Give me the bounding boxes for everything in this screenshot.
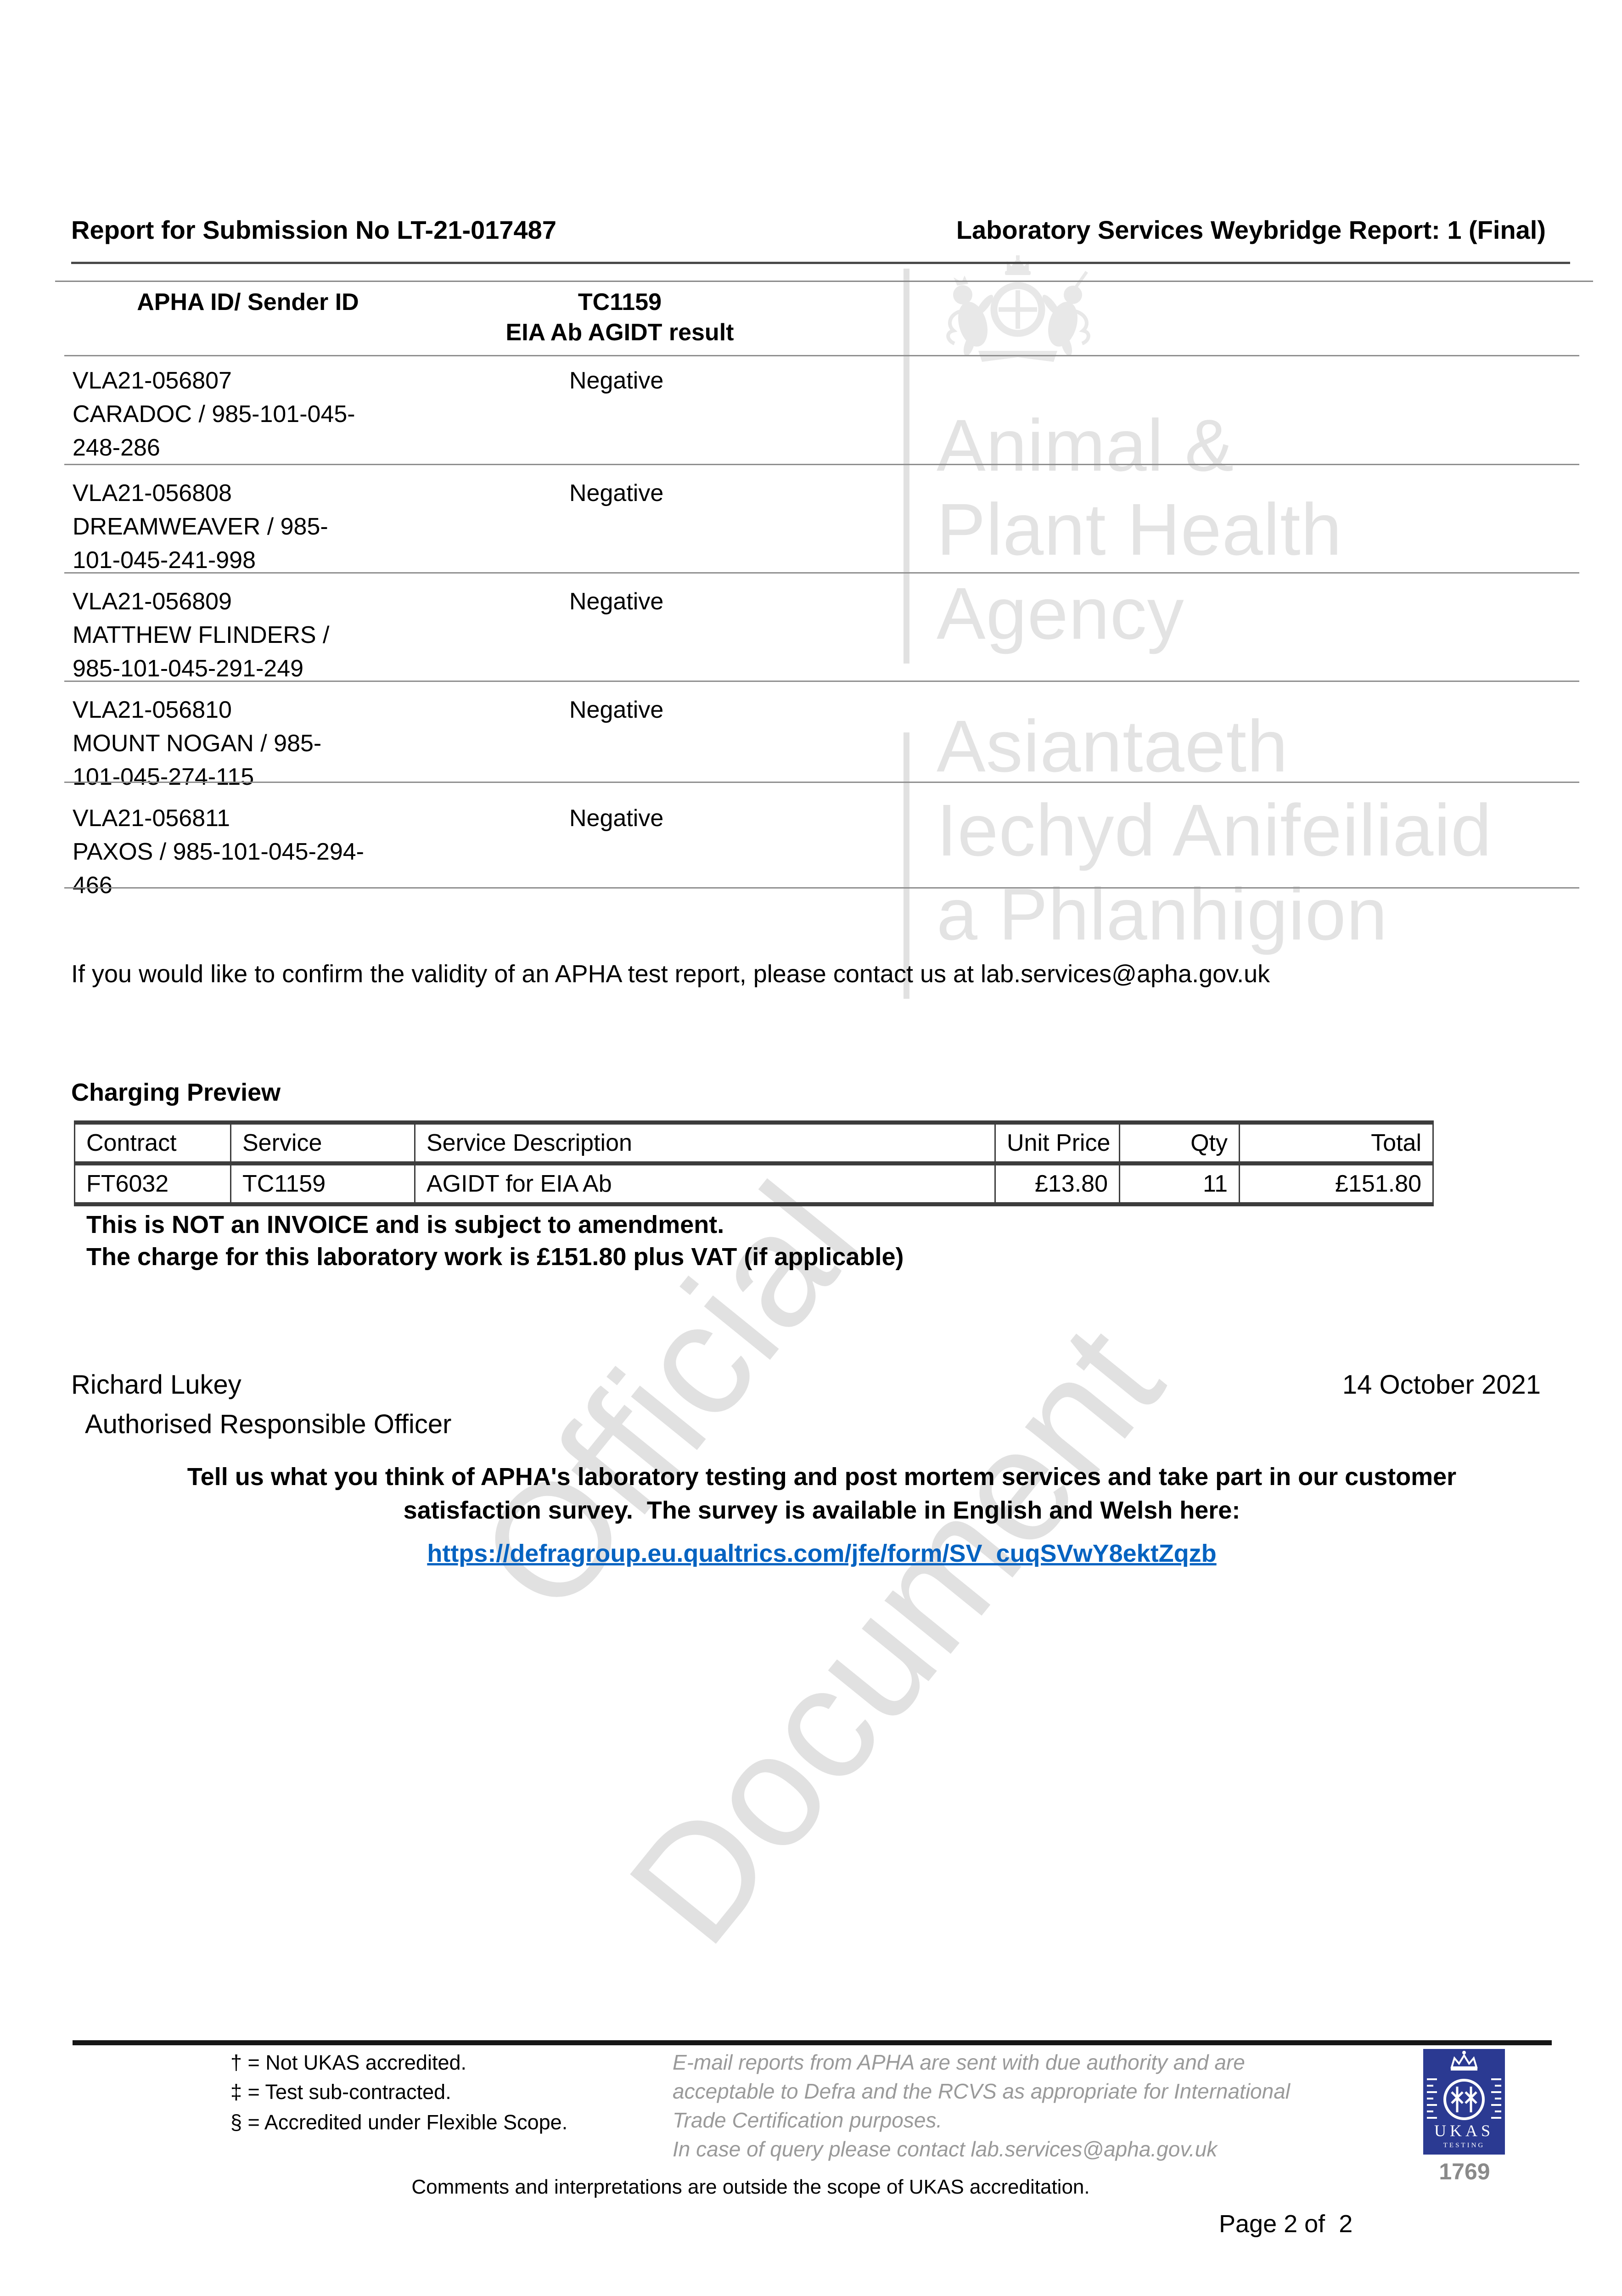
results-header-rule bbox=[64, 355, 1579, 356]
header-rule bbox=[71, 262, 1570, 264]
table-row: VLA21-056811 PAXOS / 985-101-045-294- 46… bbox=[73, 802, 1588, 902]
row-apha-id: VLA21-056808 bbox=[73, 480, 232, 506]
svg-text:TESTING: TESTING bbox=[1443, 2142, 1485, 2149]
cell-qty: 11 bbox=[1119, 1163, 1240, 1206]
email-authority-line2: acceptable to Defra and the RCVS as appr… bbox=[673, 2079, 1291, 2103]
email-authority-line1: E-mail reports from APHA are sent with d… bbox=[673, 2050, 1245, 2074]
apha-logo-bar-en bbox=[904, 269, 909, 664]
legend-subcontracted: ‡ = Test sub-contracted. bbox=[230, 2080, 451, 2104]
col-header-description: Service Description bbox=[414, 1120, 996, 1165]
row-sender-line1: DREAMWEAVER / 985- bbox=[73, 513, 328, 540]
row-apha-id: VLA21-056811 bbox=[73, 805, 230, 832]
table-row: VLA21-056807 CARADOC / 985-101-045- 248-… bbox=[73, 364, 1588, 465]
row-sender-line1: MOUNT NOGAN / 985- bbox=[73, 730, 322, 757]
charging-table: Contract Service Service Description Uni… bbox=[74, 1120, 1434, 1206]
results-col2-header-code: TC1159 bbox=[578, 289, 662, 315]
query-contact-note: In case of query please contact lab.serv… bbox=[673, 2137, 1218, 2161]
apha-watermark-cy-3: a Phlanhigion bbox=[937, 873, 1388, 955]
row-sender-line2: 985-101-045-291-249 bbox=[73, 655, 304, 682]
page-number: Page 2 of 2 bbox=[1219, 2210, 1353, 2238]
row-result: Negative bbox=[569, 697, 664, 723]
cell-unit-price: £13.80 bbox=[994, 1163, 1120, 1206]
svg-text:UKAS: UKAS bbox=[1434, 2122, 1494, 2140]
row-separator bbox=[64, 782, 1579, 783]
email-authority-line3: Trade Certification purposes. bbox=[673, 2108, 943, 2132]
row-result: Negative bbox=[569, 367, 664, 394]
table-row: VLA21-056809 MATTHEW FLINDERS / 985-101-… bbox=[73, 585, 1588, 686]
apha-watermark-en-1: Animal & bbox=[937, 404, 1235, 486]
results-col2-header-test: EIA Ab AGIDT result bbox=[505, 319, 734, 346]
table-row: VLA21-056810 MOUNT NOGAN / 985- 101-045-… bbox=[73, 693, 1588, 794]
row-separator bbox=[64, 572, 1579, 574]
row-result: Negative bbox=[569, 805, 664, 832]
row-separator bbox=[64, 464, 1579, 465]
col-header-total: Total bbox=[1239, 1120, 1434, 1165]
row-sender-line2: 248-286 bbox=[73, 434, 160, 461]
survey-text-line1: Tell us what you think of APHA's laborat… bbox=[187, 1463, 1457, 1491]
apha-watermark-cy-1: Asiantaeth bbox=[937, 705, 1289, 787]
row-sender-line2: 466 bbox=[73, 872, 112, 899]
signatory-role: Authorised Responsible Officer bbox=[85, 1409, 452, 1439]
charging-header-row: Contract Service Service Description Uni… bbox=[74, 1120, 1434, 1165]
results-col1-header: APHA ID/ Sender ID bbox=[137, 289, 359, 315]
cell-total: £151.80 bbox=[1239, 1163, 1434, 1206]
row-apha-id: VLA21-056807 bbox=[73, 367, 232, 394]
footer-rule bbox=[73, 2040, 1552, 2045]
row-apha-id: VLA21-056809 bbox=[73, 588, 232, 615]
ukas-number: 1769 bbox=[1439, 2159, 1490, 2184]
row-sender-line1: CARADOC / 985-101-045- bbox=[73, 401, 355, 428]
legend-flexible-scope: § = Accredited under Flexible Scope. bbox=[230, 2110, 568, 2134]
survey-link[interactable]: https://defragroup.eu.qualtrics.com/jfe/… bbox=[427, 1540, 1217, 1567]
royal-crest-icon bbox=[946, 255, 1090, 362]
row-result: Negative bbox=[569, 480, 664, 506]
survey-link-wrap: https://defragroup.eu.qualtrics.com/jfe/… bbox=[28, 1539, 1616, 1568]
col-header-service: Service bbox=[230, 1120, 415, 1165]
ukas-scope-note: Comments and interpretations are outside… bbox=[411, 2176, 1090, 2198]
row-sender-line1: MATTHEW FLINDERS / bbox=[73, 622, 330, 648]
cell-description: AGIDT for EIA Ab bbox=[414, 1163, 996, 1206]
legend-not-ukas: † = Not UKAS accredited. bbox=[230, 2051, 467, 2074]
charging-preview-title: Charging Preview bbox=[71, 1079, 281, 1106]
validity-note: If you would like to confirm the validit… bbox=[71, 960, 1270, 988]
cell-contract: FT6032 bbox=[74, 1163, 231, 1206]
col-header-unit-price: Unit Price bbox=[994, 1120, 1120, 1165]
signatory-name: Richard Lukey bbox=[71, 1370, 241, 1400]
results-table-top-rule bbox=[55, 281, 1593, 282]
ukas-testing-logo: UKAS TESTING bbox=[1423, 2049, 1505, 2155]
apha-watermark-en-2: Plant Health bbox=[937, 488, 1342, 570]
invoice-disclaimer: This is NOT an INVOICE and is subject to… bbox=[86, 1211, 724, 1238]
row-result: Negative bbox=[569, 588, 664, 615]
apha-watermark-en-3: Agency bbox=[937, 572, 1184, 654]
results-col2-header: TC1159 EIA Ab AGIDT result bbox=[496, 287, 744, 348]
charge-summary: The charge for this laboratory work is £… bbox=[86, 1243, 904, 1271]
row-sender-line2: 101-045-241-998 bbox=[73, 547, 256, 574]
report-title: Report for Submission No LT-21-017487 bbox=[71, 215, 556, 244]
survey-text-line2: satisfaction survey. The survey is avail… bbox=[403, 1497, 1240, 1524]
col-header-qty: Qty bbox=[1119, 1120, 1240, 1165]
apha-watermark-cy-2: Iechyd Anifeiliaid bbox=[937, 789, 1492, 871]
row-apha-id: VLA21-056810 bbox=[73, 697, 232, 723]
row-sender-line2: 101-045-274-115 bbox=[73, 764, 254, 790]
apha-logo-bar-cy bbox=[904, 732, 909, 999]
cell-service: TC1159 bbox=[230, 1163, 415, 1206]
row-sender-line1: PAXOS / 985-101-045-294- bbox=[73, 838, 364, 865]
row-separator bbox=[64, 681, 1579, 682]
report-subtitle: Laboratory Services Weybridge Report: 1 … bbox=[956, 215, 1546, 244]
table-row: VLA21-056808 DREAMWEAVER / 985- 101-045-… bbox=[73, 477, 1588, 577]
report-date: 14 October 2021 bbox=[1342, 1370, 1541, 1400]
row-separator bbox=[64, 887, 1579, 889]
charging-data-row: FT6032 TC1159 AGIDT for EIA Ab £13.80 11… bbox=[74, 1163, 1434, 1206]
col-header-contract: Contract bbox=[74, 1120, 231, 1165]
